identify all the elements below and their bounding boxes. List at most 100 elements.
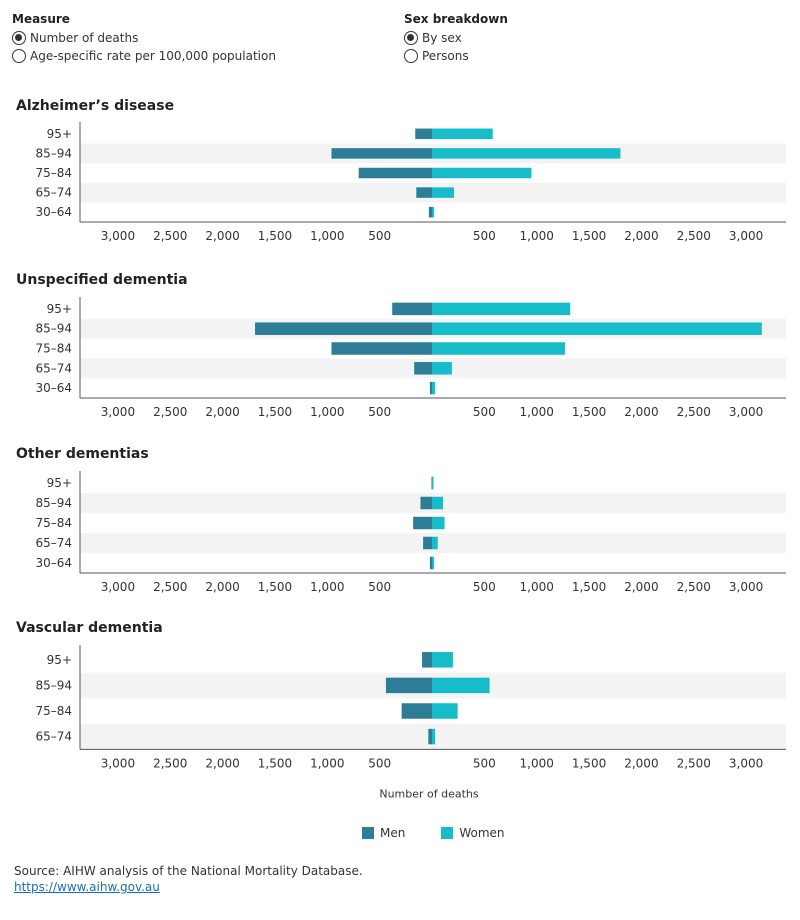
radio-selected-icon[interactable]	[404, 31, 418, 45]
x-axis-title: Number of deaths	[379, 787, 479, 800]
tick-label: 2,000	[205, 580, 239, 594]
tick-label: 1,500	[258, 756, 292, 770]
category-label: 75–84	[35, 516, 72, 530]
bar-women	[432, 362, 452, 375]
tick-label: 500	[368, 756, 391, 770]
sex-option-persons[interactable]: Persons	[404, 47, 508, 65]
tick-label: 500	[473, 580, 496, 594]
bar-men	[331, 342, 432, 355]
tick-label: 1,000	[520, 756, 554, 770]
radio-label: By sex	[422, 31, 462, 45]
tick-label: 2,500	[677, 580, 711, 594]
tick-label: 1,500	[572, 229, 606, 243]
sex-option-by-sex[interactable]: By sex	[404, 29, 508, 47]
tick-label: 1,500	[258, 229, 292, 243]
tick-label: 2,500	[153, 756, 187, 770]
bar-women	[432, 322, 762, 335]
measure-title: Measure	[12, 12, 70, 26]
tick-label: 2,500	[677, 405, 711, 419]
tick-label: 500	[473, 756, 496, 770]
tick-label: 2,500	[153, 580, 187, 594]
bar-men	[358, 167, 432, 179]
category-label: 30–64	[35, 556, 72, 570]
bar-women	[432, 167, 532, 179]
tick-label: 2,000	[624, 229, 658, 243]
tick-label: 1,000	[520, 229, 554, 243]
tick-label: 1,000	[310, 405, 344, 419]
tick-label: 2,000	[205, 229, 239, 243]
chart-panel: Unspecified dementia 95+ 85–94 75–84 65–74 30…	[16, 272, 786, 419]
bar-women	[432, 342, 565, 355]
radio-selected-icon[interactable]	[12, 31, 26, 45]
legend-label-men: Men	[380, 826, 406, 840]
measure-group: Measure Number of deaths Age-specific ra…	[12, 12, 276, 65]
radio-unselected-icon[interactable]	[12, 49, 26, 63]
bar-men	[416, 187, 432, 198]
bar-women	[432, 652, 453, 668]
tick-label: 1,000	[310, 756, 344, 770]
legend-item-women[interactable]: Women	[441, 826, 505, 840]
bar-women	[432, 516, 445, 530]
tick-label: 2,500	[153, 405, 187, 419]
bar-men	[331, 148, 432, 159]
source-link[interactable]: https://www.aihw.gov.au	[14, 880, 160, 894]
tick-label: 2,000	[205, 405, 239, 419]
sex-breakdown-group: Sex breakdown By sex Persons	[404, 12, 508, 65]
bar-men	[392, 302, 432, 316]
radio-unselected-icon[interactable]	[404, 49, 418, 63]
bar-women	[432, 148, 621, 159]
tick-label: 1,000	[520, 405, 554, 419]
measure-option-age-specific-rate[interactable]: Age-specific rate per 100,000 population	[12, 47, 276, 65]
category-label: 30–64	[35, 205, 72, 219]
chart-panel: Alzheimer’s disease 95+ 85–94 75–84 65–74 30–…	[16, 98, 786, 243]
chart-legend: Men Women	[362, 826, 541, 840]
bar-women	[432, 703, 458, 719]
tick-label: 3,000	[101, 580, 135, 594]
bar-women	[432, 728, 436, 745]
category-label: 85–94	[35, 678, 72, 692]
tick-label: 3,000	[101, 405, 135, 419]
tick-label: 3,000	[729, 756, 763, 770]
legend-swatch-men	[362, 827, 374, 839]
bar-men	[413, 516, 432, 530]
category-label: 30–64	[35, 381, 72, 395]
category-label: 65–74	[35, 361, 72, 375]
bar-women	[432, 536, 438, 550]
tick-label: 500	[473, 405, 496, 419]
category-label: 65–74	[35, 536, 72, 550]
bar-men	[429, 556, 432, 570]
tick-label: 500	[473, 229, 496, 243]
bar-women	[432, 206, 435, 218]
tick-label: 2,000	[624, 756, 658, 770]
source-note: Source: AIHW analysis of the National Mo…	[14, 864, 363, 894]
category-label: 95+	[47, 302, 72, 316]
tick-label: 1,000	[520, 580, 554, 594]
tick-label: 2,000	[624, 580, 658, 594]
bar-women	[432, 381, 436, 395]
tick-label: 1,500	[258, 580, 292, 594]
bar-men	[401, 703, 432, 719]
bar-women	[432, 677, 490, 694]
radio-label: Number of deaths	[30, 31, 139, 45]
tick-label: 2,500	[677, 229, 711, 243]
measure-option-number-of-deaths[interactable]: Number of deaths	[12, 29, 276, 47]
panel-title: Unspecified dementia	[16, 272, 188, 288]
bar-women	[432, 128, 493, 140]
bar-women	[432, 496, 443, 510]
chart-panel: Vascular dementia 95+ 85–94 75–84 65–74 3,000…	[16, 620, 786, 800]
category-label: 95+	[47, 653, 72, 667]
panel-title: Vascular dementia	[16, 620, 163, 636]
category-label: 75–84	[35, 704, 72, 718]
tick-label: 3,000	[729, 580, 763, 594]
category-label: 95+	[47, 476, 72, 490]
tick-label: 3,000	[101, 229, 135, 243]
bar-men	[255, 322, 432, 335]
tick-label: 3,000	[729, 405, 763, 419]
sex-breakdown-title: Sex breakdown	[404, 12, 508, 26]
tick-label: 2,000	[205, 756, 239, 770]
tick-label: 500	[368, 580, 391, 594]
tick-label: 3,000	[101, 756, 135, 770]
tick-label: 500	[368, 405, 391, 419]
legend-item-men[interactable]: Men	[362, 826, 405, 840]
panel-title: Other dementias	[16, 446, 149, 462]
